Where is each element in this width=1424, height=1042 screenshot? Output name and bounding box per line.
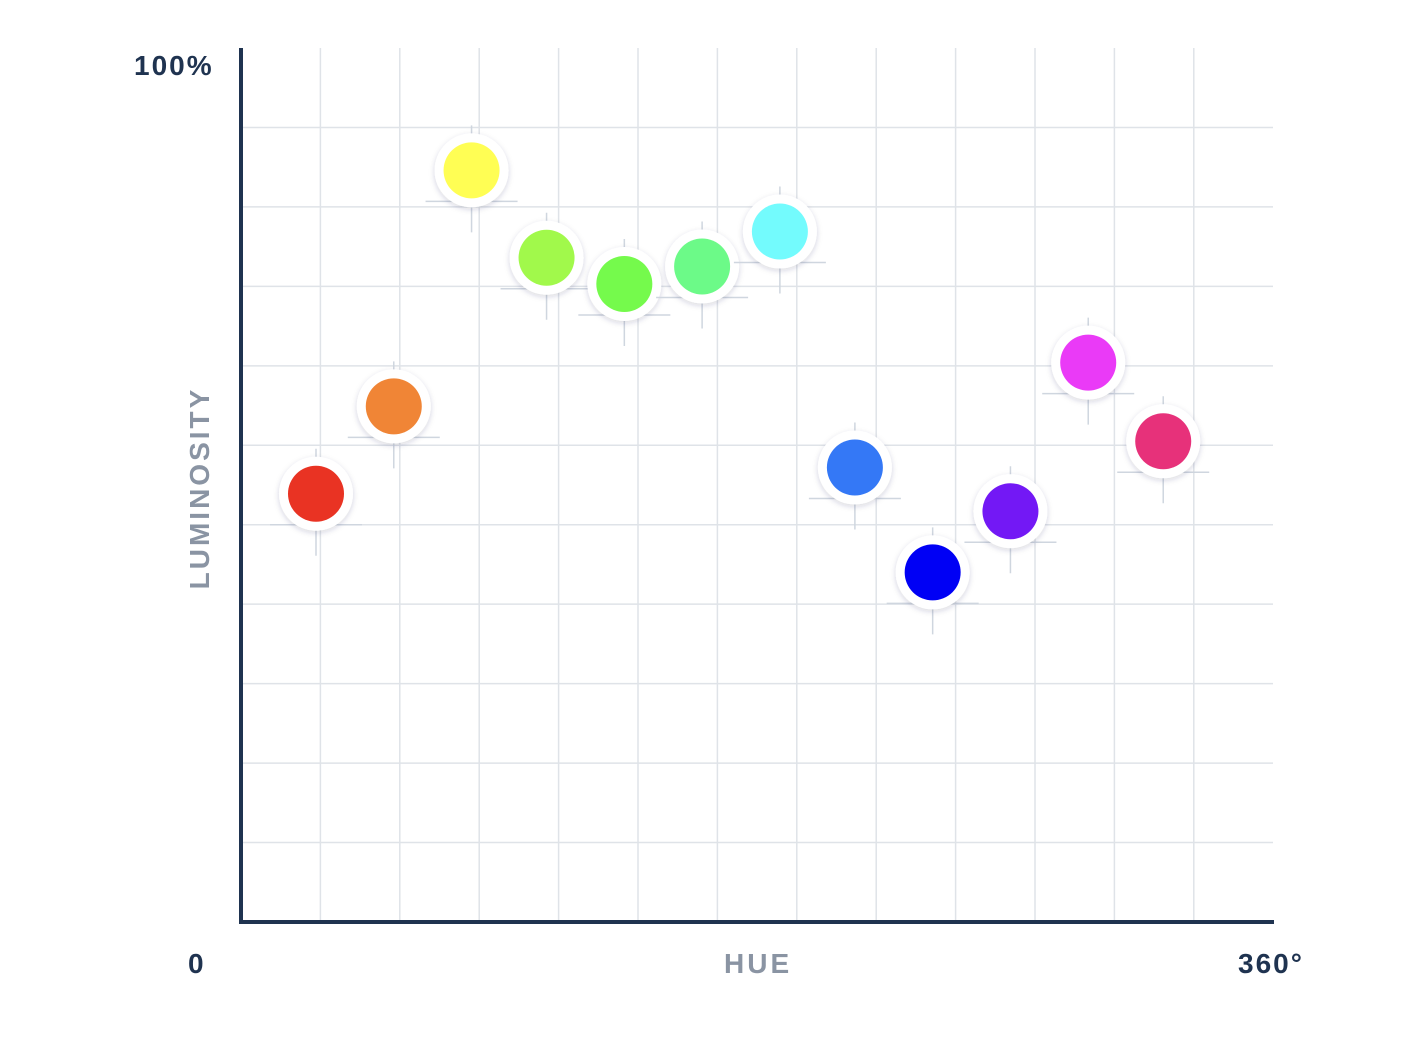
data-point	[425, 125, 518, 233]
point-marker	[826, 439, 883, 496]
grid-lines	[241, 48, 1273, 922]
x-axis-min-label: 0	[188, 948, 206, 979]
point-marker	[288, 465, 344, 522]
data-point	[733, 186, 826, 294]
point-marker	[1060, 334, 1117, 391]
point-marker	[365, 378, 422, 435]
y-axis-title: LUMINOSITY	[184, 386, 215, 590]
data-point	[270, 448, 362, 556]
data-point	[1117, 396, 1210, 504]
x-axis-title: HUE	[724, 948, 793, 979]
data-point	[347, 361, 440, 469]
y-axis-max-label: 100%	[134, 50, 214, 81]
data-point	[656, 221, 749, 329]
data-point	[1042, 317, 1135, 425]
point-marker	[518, 229, 575, 286]
x-axis-max-label: 360°	[1238, 948, 1304, 979]
data-point	[886, 527, 979, 635]
point-marker	[674, 238, 731, 295]
point-marker	[982, 483, 1039, 540]
point-marker	[751, 203, 808, 260]
point-marker	[1135, 413, 1192, 470]
data-point	[964, 466, 1057, 574]
point-marker	[904, 544, 961, 601]
point-marker	[443, 142, 500, 199]
data-point	[808, 422, 901, 530]
data-points	[270, 125, 1210, 635]
axes	[239, 48, 1274, 924]
data-point	[500, 212, 593, 320]
point-marker	[596, 255, 653, 312]
data-point	[578, 238, 671, 346]
